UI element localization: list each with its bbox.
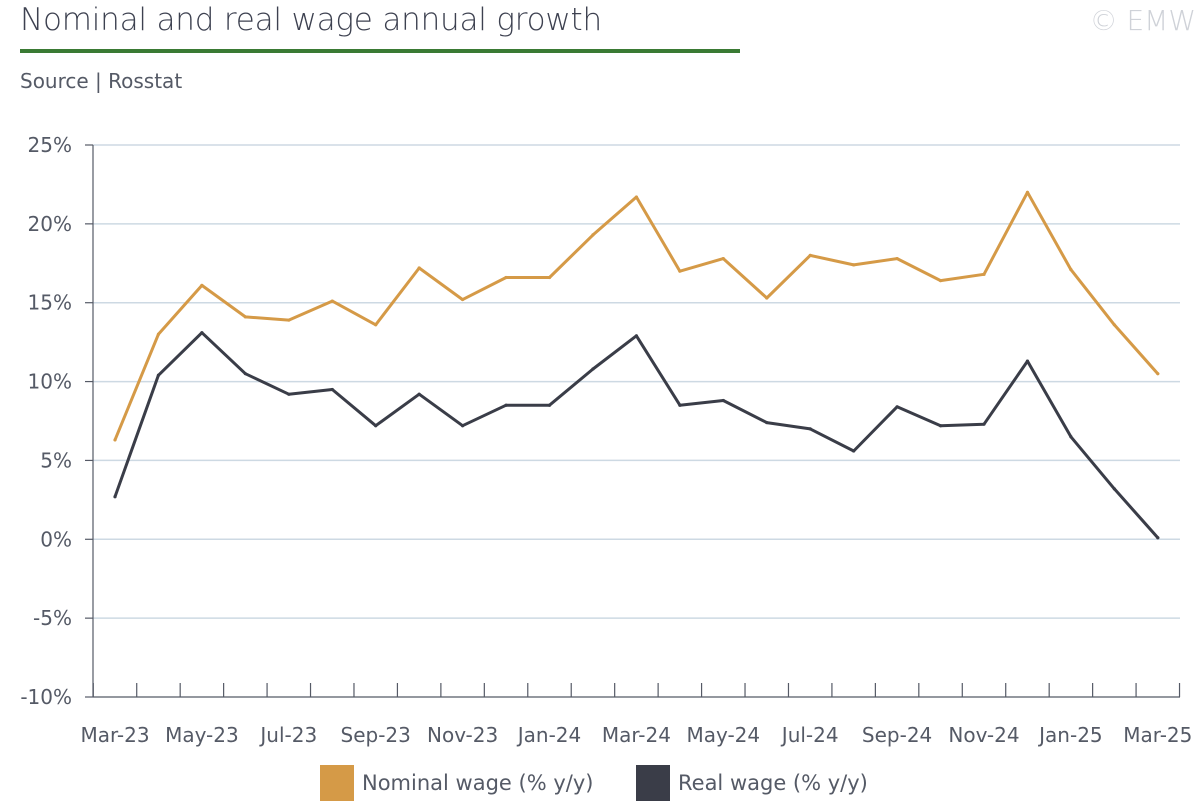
y-tick-label: 20% bbox=[28, 212, 72, 236]
nominal-wage-point bbox=[1156, 372, 1160, 376]
y-tick-label: 10% bbox=[28, 370, 72, 394]
nominal-wage-point bbox=[765, 296, 769, 300]
x-tick-label: May-23 bbox=[165, 723, 239, 747]
real-wage-line bbox=[113, 331, 1160, 540]
real-wage-point bbox=[982, 422, 986, 426]
source-label: Source | Rosstat bbox=[20, 69, 183, 93]
copyright-label: © EMW bbox=[1089, 4, 1196, 37]
real-wage-point bbox=[808, 427, 812, 431]
real-wage-point bbox=[938, 424, 943, 428]
x-tick-label: Sep-23 bbox=[341, 723, 411, 747]
x-tick-label: Mar-24 bbox=[602, 723, 671, 747]
nominal-wage-point bbox=[938, 279, 943, 283]
nominal-wage-point bbox=[591, 233, 595, 237]
nominal-wage-point bbox=[330, 299, 334, 303]
real-wage-point bbox=[461, 424, 465, 428]
real-swatch bbox=[636, 765, 670, 801]
real-wage-point bbox=[895, 405, 899, 409]
real-wage-point bbox=[1025, 359, 1030, 363]
x-tick-label: Jul-23 bbox=[258, 723, 317, 747]
real-wage-point bbox=[156, 373, 161, 377]
nominal-wage-point bbox=[200, 283, 204, 287]
nominal-wage-point bbox=[374, 323, 378, 327]
legend-item-real[interactable]: Real wage (% y/y) bbox=[636, 765, 868, 801]
real-wage-point bbox=[200, 331, 204, 335]
real-wage-point bbox=[504, 403, 508, 407]
chart-title: Nominal and real wage annual growth bbox=[20, 2, 602, 38]
real-wage-point bbox=[330, 387, 334, 392]
x-tick-label: Jan-25 bbox=[1037, 723, 1103, 747]
nominal-wage-line bbox=[113, 190, 1160, 442]
real-wage-point bbox=[287, 392, 291, 396]
nominal-wage-point bbox=[895, 256, 899, 261]
x-tick-label: May-24 bbox=[686, 723, 760, 747]
y-tick-label: 5% bbox=[40, 448, 72, 472]
legend-item-nominal[interactable]: Nominal wage (% y/y) bbox=[320, 765, 593, 801]
real-wage-point bbox=[1156, 536, 1160, 540]
real-wage-point bbox=[113, 495, 117, 499]
axes bbox=[85, 144, 1181, 698]
real-wage-point bbox=[852, 449, 856, 453]
real-wage-point bbox=[591, 367, 595, 371]
nominal-wage-point bbox=[634, 195, 639, 199]
title-underline bbox=[20, 49, 740, 53]
nominal-swatch bbox=[320, 765, 354, 801]
y-tick-label: -10% bbox=[20, 685, 72, 709]
real-wage-point bbox=[417, 392, 421, 396]
real-wage-point bbox=[243, 372, 247, 376]
x-tick-label: Mar-23 bbox=[80, 723, 149, 747]
real-wage-point bbox=[634, 334, 639, 338]
y-tick-label: -5% bbox=[33, 606, 72, 630]
nominal-wage-point bbox=[156, 332, 161, 336]
tick-labels: 25% 20% 15% 10% 5% 0% -5% -10% Mar-23 May-23 Jul-2… bbox=[20, 133, 1192, 747]
y-tick-label: 0% bbox=[40, 527, 72, 551]
nominal-wage-point bbox=[1112, 323, 1116, 327]
real-wage-point bbox=[1069, 435, 1073, 439]
real-wage-point bbox=[765, 420, 769, 425]
nominal-wage-point bbox=[982, 272, 986, 276]
nominal-wage-point bbox=[417, 266, 421, 270]
x-tick-label: Nov-23 bbox=[427, 723, 498, 747]
nominal-wage-point bbox=[243, 315, 247, 319]
series-lines bbox=[113, 190, 1160, 540]
nominal-wage-point bbox=[287, 318, 291, 322]
x-tick-label: Jan-24 bbox=[516, 723, 582, 747]
nominal-wage-point bbox=[1069, 267, 1073, 272]
nominal-wage-point bbox=[113, 438, 117, 442]
nominal-wage-point bbox=[504, 275, 508, 280]
gridlines bbox=[93, 144, 1180, 619]
y-tick-label: 25% bbox=[28, 133, 72, 157]
nominal-wage-point bbox=[852, 263, 856, 267]
x-tick-label: Nov-24 bbox=[948, 723, 1019, 747]
nominal-wage-point bbox=[808, 253, 812, 257]
real-wage-point bbox=[721, 398, 725, 403]
x-tick-label: Sep-24 bbox=[862, 723, 932, 747]
legend-label-nominal: Nominal wage (% y/y) bbox=[362, 771, 594, 795]
legend-label-real: Real wage (% y/y) bbox=[678, 771, 868, 795]
nominal-wage-point bbox=[678, 269, 682, 273]
nominal-wage-point bbox=[1025, 190, 1030, 194]
real-wage-point bbox=[547, 403, 552, 407]
x-tick-label: Jul-24 bbox=[780, 723, 839, 747]
nominal-wage-point bbox=[461, 297, 465, 302]
nominal-wage-point bbox=[547, 275, 552, 280]
y-tick-label: 15% bbox=[28, 291, 72, 315]
nominal-wage-point bbox=[721, 256, 725, 261]
real-wage-point bbox=[678, 403, 682, 407]
x-tick-label: Mar-25 bbox=[1123, 723, 1192, 747]
real-wage-point bbox=[1112, 487, 1116, 491]
real-wage-point bbox=[374, 424, 378, 428]
